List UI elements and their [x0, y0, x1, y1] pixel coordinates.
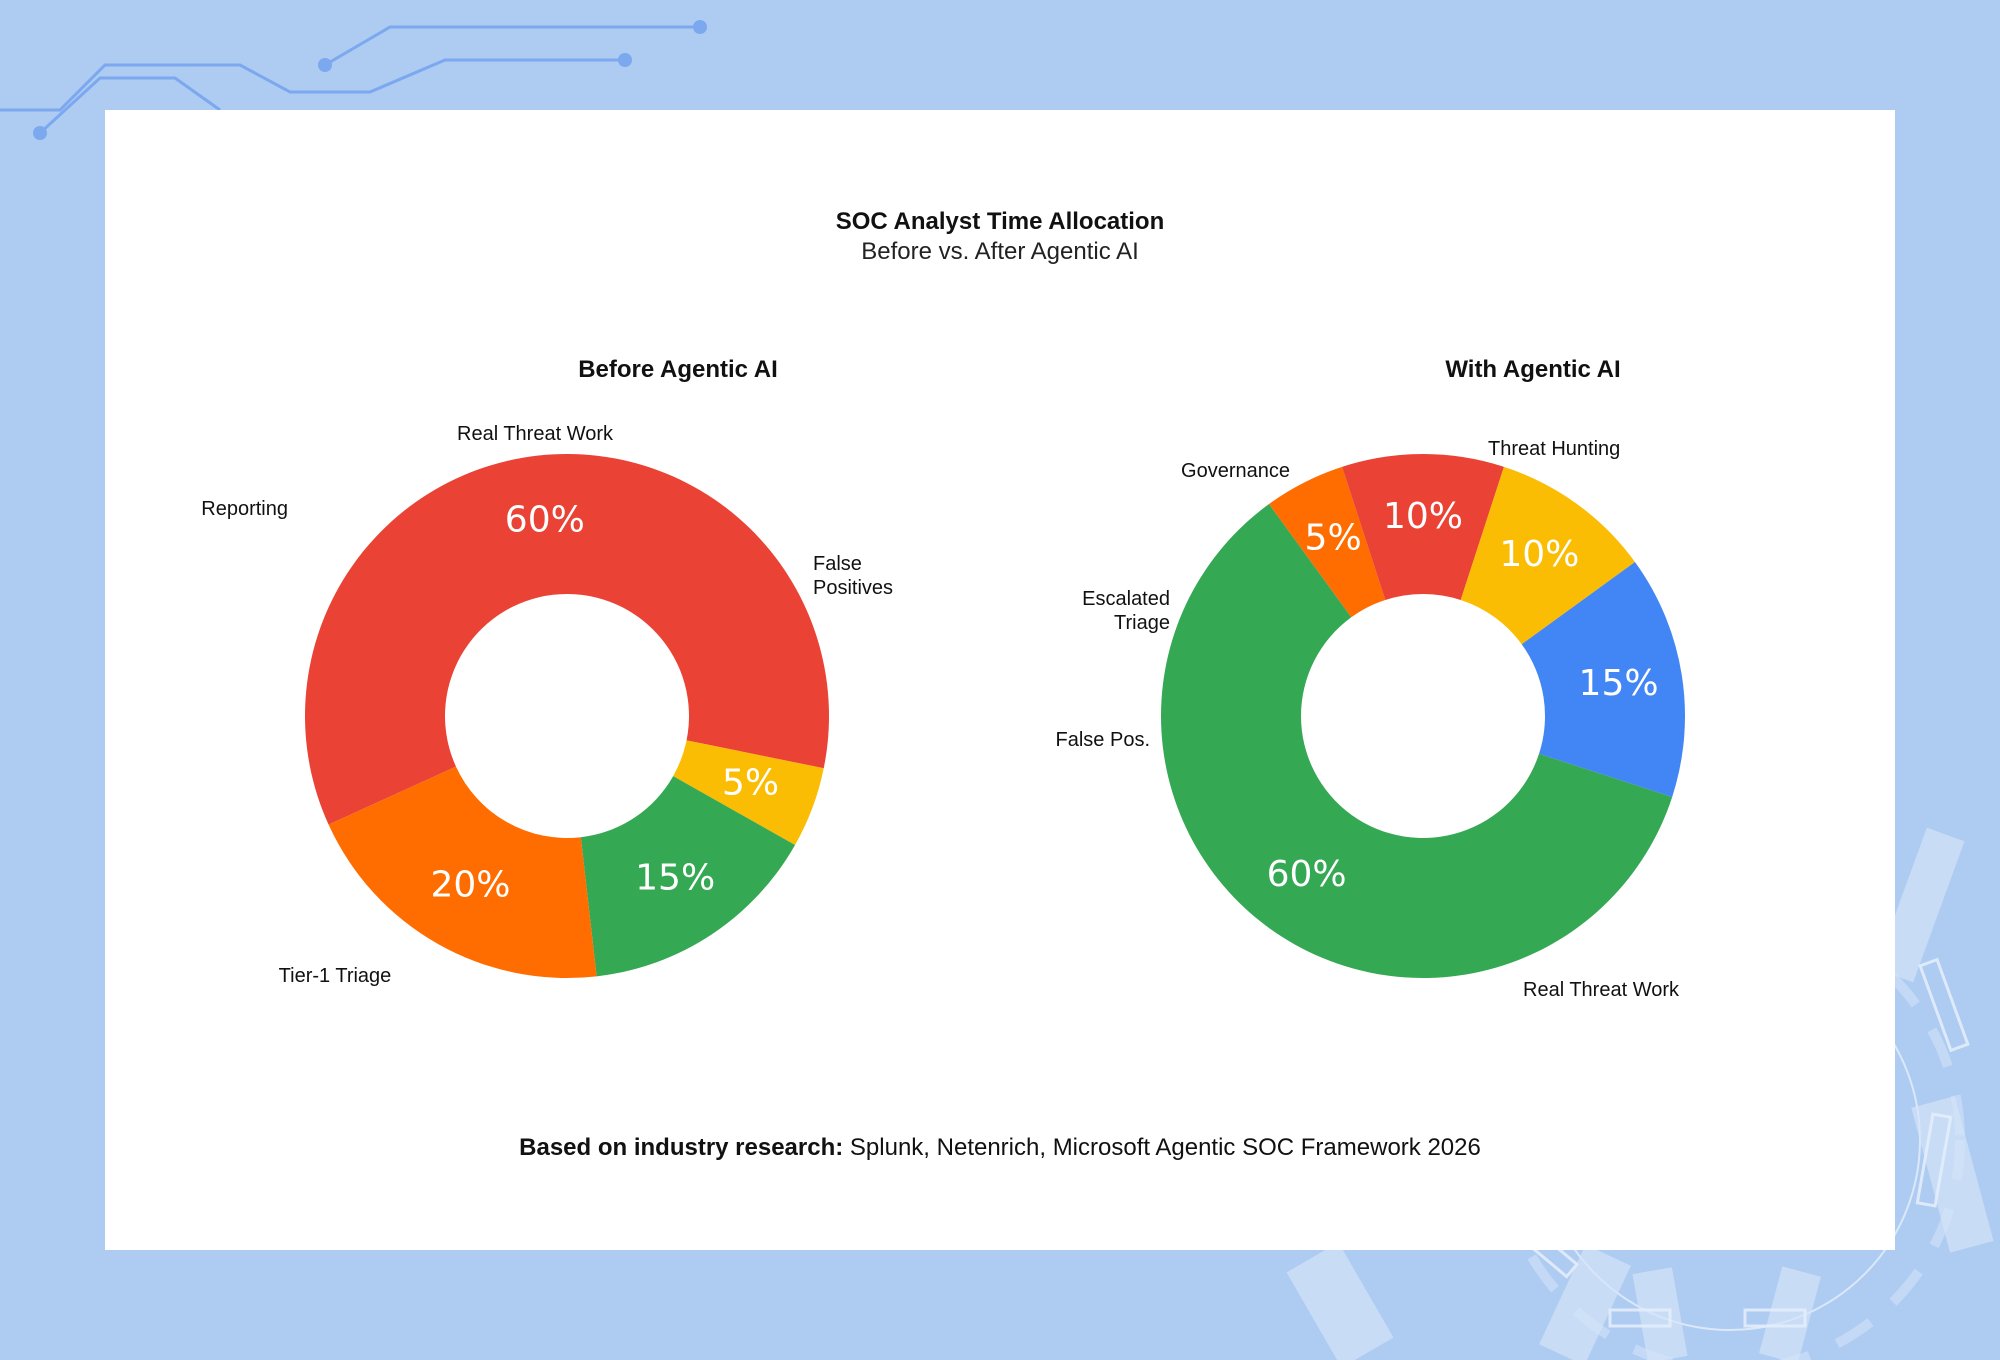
donut-0-slice-3-value: 20% — [430, 865, 510, 906]
footer-prefix: Based on industry research: — [519, 1134, 844, 1161]
donut-title-after: With Agentic AI — [1445, 356, 1621, 383]
donut-1-slice-1 — [1269, 466, 1386, 618]
donut-1-slice-0-label: Real Threat Work — [1523, 979, 1680, 1001]
donut-1-slice-4-label: Threat Hunting — [1488, 438, 1620, 460]
donut-0-slice-0-label: Tier-1 Triage — [279, 965, 392, 987]
donut-1-slice-1-label: False Pos. — [1056, 729, 1150, 751]
donut-1-slice-1-value: 5% — [1305, 518, 1362, 559]
donut-1-slice-3-value: 10% — [1499, 534, 1579, 575]
donut-1-slice-2-label: Escalated Triage — [1082, 588, 1170, 634]
donut-0-slice-2 — [580, 776, 796, 977]
donut-1-slice-4-value: 15% — [1579, 663, 1659, 704]
donut-0-slice-2-label: Real Threat Work — [457, 423, 614, 445]
donut-1-slice-4 — [1521, 562, 1685, 797]
donut-1-slice-3 — [1460, 466, 1635, 645]
donut-0-slice-1 — [673, 740, 824, 846]
chart-subtitle: Before vs. After Agentic AI — [861, 238, 1139, 265]
donut-1-slice-0 — [1161, 504, 1673, 978]
donut-1-slice-3-label: Governance — [1181, 460, 1290, 482]
donut-1-slice-2-value: 10% — [1383, 496, 1463, 537]
chart-card: SOC Analyst Time Allocation Before vs. A… — [105, 110, 1895, 1250]
footer-text: Splunk, Netenrich, Microsoft Agentic SOC… — [843, 1134, 1481, 1161]
donut-0-slice-1-value: 5% — [722, 763, 779, 804]
donut-0-slice-0-value: 60% — [505, 499, 585, 540]
donut-0-slice-3 — [328, 766, 597, 978]
donut-0-slice-0 — [305, 453, 830, 825]
donut-0-slice-1-label: Reporting — [201, 498, 288, 520]
donut-title-before: Before Agentic AI — [578, 356, 778, 383]
donut-0-slice-3-label: False Positives — [813, 553, 893, 599]
donut-1-slice-0-value: 60% — [1267, 854, 1347, 895]
donut-1-slice-2 — [1342, 454, 1504, 600]
chart-title: SOC Analyst Time Allocation — [835, 208, 1165, 235]
donut-0-slice-2-value: 15% — [635, 857, 715, 898]
donut-charts: 60% Tier-1 Triage 5% Reporting 15% Real Threa… — [201, 423, 1685, 1001]
source-footer: Based on industry research: Splunk, Nete… — [105, 1134, 1895, 1162]
